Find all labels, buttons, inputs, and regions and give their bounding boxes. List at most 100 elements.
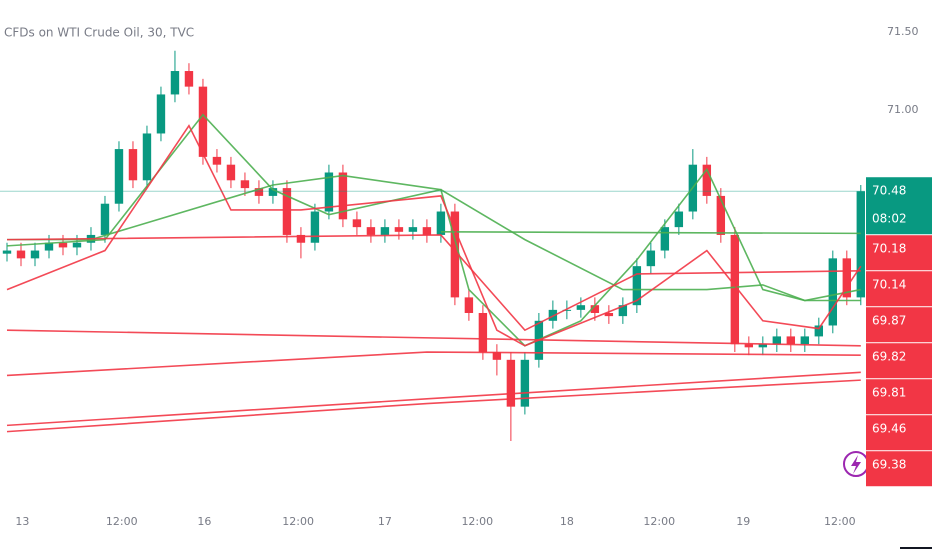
candle-body <box>226 164 236 181</box>
price-tag-label: 69.46 <box>872 422 906 436</box>
candle-body <box>758 344 768 348</box>
candle-body <box>352 219 362 228</box>
candle-body <box>128 149 138 181</box>
candle-body <box>744 344 754 348</box>
candle-body <box>646 250 656 267</box>
x-tick-label: 13 <box>15 515 29 528</box>
x-tick-label: 12:00 <box>643 515 675 528</box>
x-tick-label: 12:00 <box>106 515 138 528</box>
x-tick-label: 12:00 <box>282 515 314 528</box>
moving-average <box>6 124 862 347</box>
x-tick-label: 16 <box>197 515 211 528</box>
candle-body <box>702 164 712 196</box>
candle-body <box>170 71 180 95</box>
candle-body <box>338 172 348 220</box>
icon-bolt <box>851 455 861 474</box>
candle-body <box>520 359 530 407</box>
candle-body <box>632 266 642 306</box>
candle-body <box>240 180 250 189</box>
moving-average <box>6 113 861 347</box>
candle-body <box>366 227 376 235</box>
price-tag <box>866 415 932 451</box>
x-tick-label: 12:00 <box>824 515 856 528</box>
moving-average <box>6 351 861 377</box>
price-tag-label: 70.48 <box>872 184 906 198</box>
candle-body <box>604 312 614 317</box>
candle-body <box>212 156 222 165</box>
x-tick-label: 12:00 <box>461 515 493 528</box>
moving-average <box>6 234 861 332</box>
candle-body <box>800 336 810 345</box>
candle-body <box>422 227 432 235</box>
candle-body <box>58 242 68 248</box>
price-tag-label: 69.81 <box>872 386 906 400</box>
price-tag <box>866 271 932 307</box>
candle-body <box>716 195 726 235</box>
candle-body <box>856 191 865 298</box>
candle-body <box>142 133 152 181</box>
candle-body <box>254 188 264 196</box>
candle-body <box>198 86 208 157</box>
candle-body <box>576 305 586 310</box>
candle-body <box>268 188 278 196</box>
candle-body <box>674 211 684 228</box>
candle-body <box>660 227 670 251</box>
candle-body <box>478 312 488 353</box>
candle-body <box>730 234 740 345</box>
price-tag-countdown: 08:02 <box>872 212 907 226</box>
candle-body <box>100 203 110 235</box>
candle-body <box>2 250 12 254</box>
candle-body <box>380 227 390 235</box>
candle-body <box>590 305 600 313</box>
price-tag <box>866 343 932 379</box>
price-tag <box>866 379 932 415</box>
candle-body <box>842 258 852 298</box>
candle-body <box>618 305 628 317</box>
candle-body <box>310 211 320 243</box>
candle-body <box>450 211 460 298</box>
candle-body <box>492 352 502 360</box>
x-tick-label: 19 <box>736 515 750 528</box>
candle-body <box>464 297 474 313</box>
candle-body <box>408 227 418 232</box>
price-tag <box>866 177 932 235</box>
chart-title: CFDs on WTI Crude Oil, 30, TVC <box>4 26 194 40</box>
candle-body <box>828 258 838 326</box>
price-tag-label: 69.82 <box>872 350 906 364</box>
candle-body <box>506 359 516 407</box>
lightning-icon <box>843 451 869 477</box>
moving-average <box>6 174 861 302</box>
price-tag-label: 70.14 <box>872 278 906 292</box>
candle-body <box>184 71 194 87</box>
price-tag <box>866 451 932 487</box>
candle-body <box>772 336 782 345</box>
x-tick-label: 17 <box>378 515 392 528</box>
candle-body <box>114 149 124 204</box>
moving-average <box>6 329 861 347</box>
candle-body <box>786 336 796 345</box>
candle-body <box>562 309 572 311</box>
candle-body <box>324 172 334 212</box>
moving-average <box>6 379 861 433</box>
y-tick-label: 71.00 <box>887 103 919 116</box>
candle-body <box>156 94 166 134</box>
price-tag-label: 70.18 <box>872 242 906 256</box>
moving-average <box>6 371 861 427</box>
candle-body <box>72 242 82 248</box>
candle-body <box>296 234 306 243</box>
moving-average <box>440 231 861 235</box>
x-tick-label: 18 <box>560 515 574 528</box>
price-tag-label: 69.38 <box>872 458 906 472</box>
candle-body <box>16 250 26 259</box>
candle-body <box>30 250 40 259</box>
price-tag <box>866 235 932 271</box>
candle-body <box>814 325 824 337</box>
y-tick-label: 71.50 <box>887 25 919 38</box>
candle-body <box>394 227 404 232</box>
candle-body <box>436 211 446 235</box>
candle-body <box>282 188 292 235</box>
price-tag <box>866 307 932 343</box>
